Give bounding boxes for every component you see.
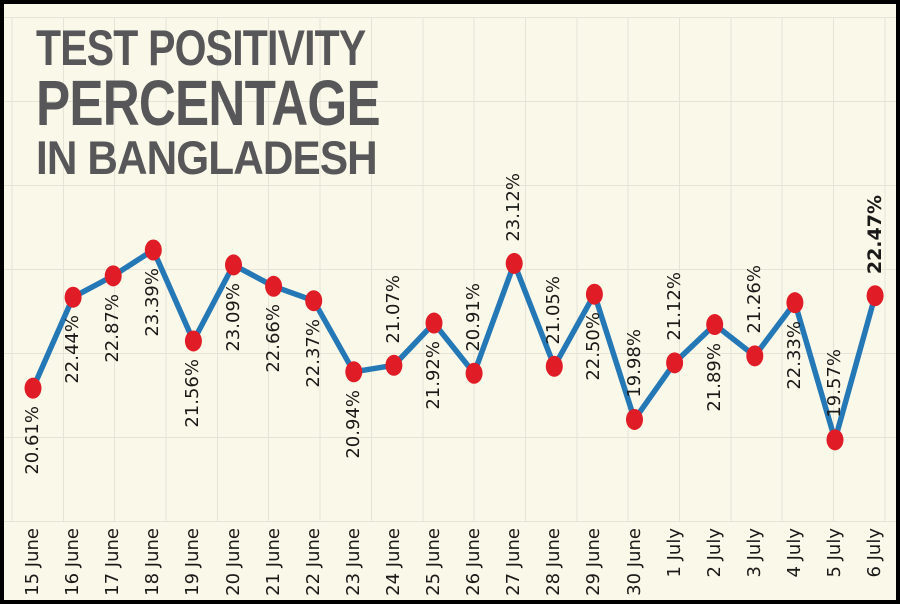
- data-point-marker: [545, 355, 563, 377]
- data-point-marker: [64, 286, 82, 308]
- data-point-marker: [265, 275, 283, 297]
- data-point-marker: [585, 283, 603, 305]
- value-label: 20.91%: [463, 282, 485, 352]
- value-label: 20.61%: [22, 406, 43, 475]
- series-line: [30, 247, 878, 443]
- value-label: 22.44%: [62, 315, 84, 384]
- date-label: 20 June: [222, 528, 244, 596]
- date-label: 27 June: [503, 528, 525, 596]
- data-point-marker: [505, 252, 523, 274]
- date-label: 19 June: [182, 528, 204, 596]
- data-point-marker: [184, 330, 202, 352]
- data-point-marker: [385, 354, 403, 376]
- data-point-marker: [345, 361, 363, 383]
- date-label: 25 June: [423, 528, 444, 596]
- data-point-marker: [786, 292, 804, 314]
- data-point-marker: [144, 239, 162, 261]
- date-label: 26 June: [463, 528, 485, 596]
- date-label: 28 June: [543, 528, 565, 596]
- date-label: 16 June: [62, 528, 84, 596]
- value-label: 22.66%: [262, 304, 284, 373]
- date-label: 17 June: [102, 528, 124, 596]
- date-label: 18 June: [142, 528, 164, 596]
- date-label: 1 July: [663, 528, 685, 578]
- date-label: 22 June: [302, 528, 324, 596]
- data-point-marker: [706, 314, 724, 336]
- data-point-marker: [626, 408, 643, 430]
- plot-grid: [0, 17, 900, 522]
- data-point-marker: [225, 254, 242, 276]
- value-label: 21.05%: [543, 275, 565, 345]
- value-label: 21.89%: [703, 342, 725, 412]
- value-label: 21.26%: [743, 265, 765, 334]
- title-line-3: IN BANGLADESH: [36, 131, 378, 184]
- value-label: 19.98%: [623, 328, 645, 398]
- date-label: 3 July: [743, 528, 765, 578]
- value-label: 19.57%: [824, 349, 845, 418]
- data-point-marker: [104, 265, 122, 287]
- chart-title: TEST POSITIVITY PERCENTAGE IN BANGLADESH: [36, 22, 466, 184]
- value-label: 23.12%: [503, 172, 525, 242]
- value-label: 23.39%: [142, 268, 164, 337]
- value-label: 22.87%: [102, 293, 124, 363]
- data-point-marker: [24, 377, 42, 399]
- date-label: 5 July: [824, 528, 845, 578]
- date-label: 4 July: [783, 528, 805, 578]
- date-label: 2 July: [703, 528, 725, 578]
- value-label: 21.07%: [382, 274, 404, 344]
- value-label: 21.92%: [423, 341, 444, 410]
- date-label: 24 June: [382, 528, 404, 596]
- value-label: 22.37%: [302, 318, 324, 388]
- value-label: 23.09%: [222, 282, 244, 352]
- value-label: 22.50%: [583, 312, 605, 381]
- date-label: 21 June: [262, 528, 284, 596]
- value-label: 21.56%: [182, 358, 204, 428]
- data-point-marker: [746, 345, 764, 367]
- date-label: 30 June: [623, 528, 645, 596]
- date-label: 29 June: [583, 528, 605, 596]
- date-label: 15 June: [22, 528, 43, 596]
- title-line-2: PERCENTAGE: [36, 67, 381, 139]
- data-point-marker: [666, 352, 684, 374]
- data-point-marker: [305, 290, 323, 312]
- data-point-marker: [425, 312, 443, 334]
- data-point-marker: [826, 429, 844, 451]
- title-line-1: TEST POSITIVITY: [36, 20, 366, 76]
- date-label: 6 July: [864, 528, 886, 578]
- data-point-marker: [866, 285, 884, 307]
- value-label: 22.33%: [783, 320, 805, 390]
- value-label: 20.94%: [342, 389, 364, 459]
- value-label: 21.12%: [663, 272, 685, 341]
- date-label: 23 June: [342, 528, 364, 596]
- value-label: 22.47%: [864, 194, 887, 274]
- data-point-marker: [465, 362, 483, 384]
